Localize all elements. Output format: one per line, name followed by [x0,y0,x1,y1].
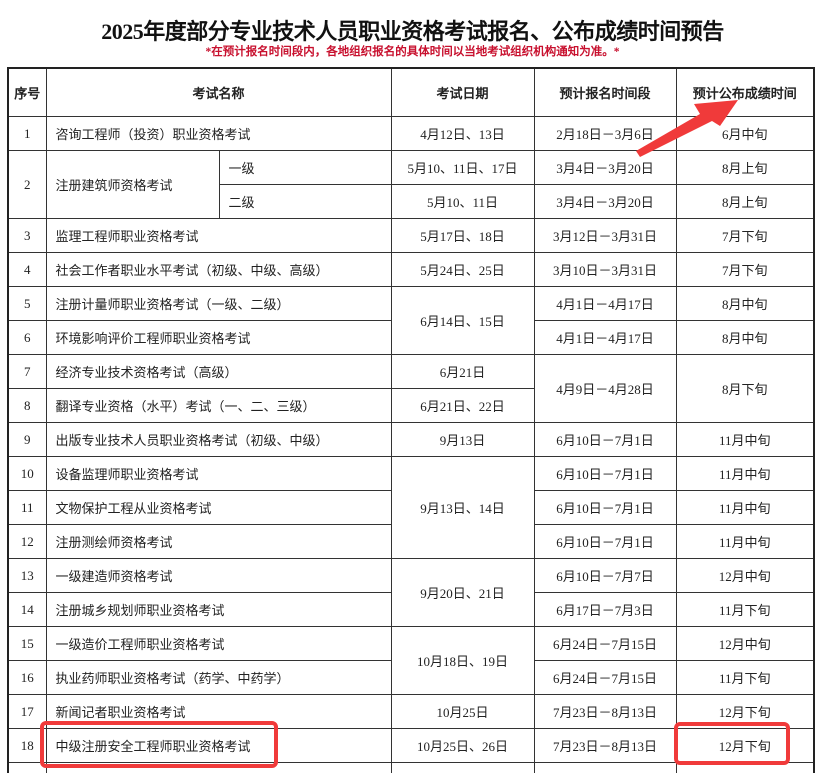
result-time-cell: 8月中旬 [675,286,815,321]
exam-date-cell: 6月21日、22日 [390,388,535,423]
registration-period-cell: 6月10日－7月7日 [533,558,677,593]
exam-name-cell: 经济专业技术资格考试（高级） [45,354,392,389]
result-time-cell: 8月上旬 [675,184,815,219]
row-number-cell: 10 [7,456,47,491]
registration-period-cell: 3月10日－3月31日 [533,252,677,287]
exam-name-cell: 中级注册安全工程师职业资格考试 [45,728,392,763]
exam-name-cell: 翻译专业资格（水平）考试（一、二、三级） [45,388,392,423]
exam-level-cell: 一级 [218,150,392,185]
exam-date-cell: 6月21日 [390,354,535,389]
exam-name-cell: 监理工程师职业资格考试 [45,218,392,253]
result-time-cell: 12月中旬 [675,626,815,661]
exam-level-cell: 二级 [218,184,392,219]
exam-schedule-table: 序号 考试名称 考试日期 预计报名时间段 预计公布成绩时间 1 咨询工程师（投资）… [7,67,816,773]
table-row: 13 一级建造师资格考试 9月20日、21日 6月10日－7月7日 12月中旬 [7,558,815,627]
result-time-cell: 12月中旬 [675,558,815,593]
exam-date-cell: 5月10、11日 [390,184,535,219]
result-time-cell: 8月中旬 [675,320,815,355]
registration-period-cell: 3月12日－3月31日 [533,218,677,253]
result-time-cell: 11月中旬 [675,524,815,559]
row-number-cell: 17 [7,694,47,729]
exam-date-cell: 5月10、11日、17日 [390,150,535,185]
exam-name-cell: 一级建造师资格考试 [45,558,392,593]
exam-date-cell: 9月20日、21日 [390,558,535,627]
row-number-cell: 12 [7,524,47,559]
exam-name-cell: 注册测绘师资格考试 [45,524,392,559]
registration-period-cell: 6月24日－7月15日 [533,626,677,661]
table-row: 4 社会工作者职业水平考试（初级、中级、高级） 5月24日、25日 3月10日－3月3… [7,252,815,287]
row-number-cell: 16 [7,660,47,695]
result-time-cell: 11月下旬 [675,660,815,695]
table-row: 二级 5月10、11日 3月4日－3月20日 8月上旬 [8,184,815,219]
table-row: 8 翻译专业资格（水平）考试（一、二、三级） 6月21日、22日 [7,388,814,423]
exam-date-cell: 6月14日、15日 [390,286,535,355]
exam-name-cell: 注册城乡规划师职业资格考试 [45,592,392,627]
registration-period-cell: 6月10日－7月1日 [533,524,677,559]
row-number-cell: 15 [7,626,47,661]
registration-period-cell: 6月10日－7月1日 [533,456,677,491]
header-no: 序号 [7,67,47,117]
exam-name-cell: 社会工作者职业水平考试（初级、中级、高级） [45,252,392,287]
registration-period-cell: 4月9日－4月28日 [533,354,677,423]
exam-date-cell: 5月24日、25日 [390,252,535,287]
registration-period-cell: 7月23日－8月13日 [533,728,677,763]
exam-date-cell: 10月18日、19日 [390,626,535,695]
registration-note: *在预计报名时间段内，各地组织报名的具体时间以当地考试组织机构通知为准。* [205,46,620,58]
table-row: 9 出版专业技术人员职业资格考试（初级、中级） 9月13日 6月10日－7月1日 11月… [7,422,815,457]
exam-name-cell: 注册建筑师资格考试 [45,150,220,219]
exam-name-cell: 出版专业技术人员职业资格考试（初级、中级） [45,422,392,457]
registration-period-cell: 3月4日－3月20日 [533,184,677,219]
registration-period-cell: 6月24日－7月15日 [533,660,677,695]
row-number-cell: 5 [7,286,47,321]
table-row: 3 监理工程师职业资格考试 5月17日、18日 3月12日－3月31日 7月下旬 [7,218,815,253]
table-row: 6 环境影响评价工程师职业资格考试 4月1日－4月17日 8月中旬 [7,320,815,355]
table-row: 16 执业药师职业资格考试（药学、中药学） 6月24日－7月15日 11月下旬 [7,660,815,695]
result-time-cell: 8月下旬 [675,354,815,423]
header-registration-period: 预计报名时间段 [533,67,677,117]
row-number-cell: 7 [7,354,47,389]
exam-date-cell: 9月13日 [390,422,535,457]
table-row: 14 注册城乡规划师职业资格考试 6月17日－7月3日 11月下旬 [7,592,815,627]
header-exam-name: 考试名称 [45,67,392,117]
row-number-cell: 1 [7,116,47,151]
table-header-row: 序号 考试名称 考试日期 预计报名时间段 预计公布成绩时间 [7,67,815,117]
table-row: 2 注册建筑师资格考试 一级 5月10、11日、17日 3月4日－3月20日 8月上旬 [7,150,815,219]
exam-date-cell: 10月25日、26日 [390,728,535,763]
registration-period-cell: 7月23日－8月13日 [533,694,677,729]
exam-date-cell: 10月25日 [390,694,535,729]
exam-name-cell: 文物保护工程从业资格考试 [45,490,392,525]
registration-period-cell: 4月1日－4月17日 [533,320,677,355]
table-row: 7 经济专业技术资格考试（高级） 6月21日 4月9日－4月28日 8月下旬 [7,354,815,423]
registration-period-cell: 6月10日－7月1日 [533,422,677,457]
registration-period-cell: 6月10日－7月1日 [533,490,677,525]
table-row: 11 文物保护工程从业资格考试 6月10日－7月1日 11月中旬 [7,490,815,525]
row-number-cell: 4 [7,252,47,287]
registration-period-cell: 6月17日－7月3日 [533,592,677,627]
table-row: 15 一级造价工程师职业资格考试 10月18日、19日 6月24日－7月15日 12月中… [7,626,815,695]
result-time-cell: 7月下旬 [675,252,815,287]
result-time-cell: 11月中旬 [675,422,815,457]
table-row: 12 注册测绘师资格考试 6月10日－7月1日 11月中旬 [7,524,815,559]
highlight-box-result-time [674,722,790,765]
page-title: 2025年度部分专业技术人员职业资格考试报名、公布成绩时间预告 [101,19,724,44]
highlight-box-exam-name [40,721,278,768]
